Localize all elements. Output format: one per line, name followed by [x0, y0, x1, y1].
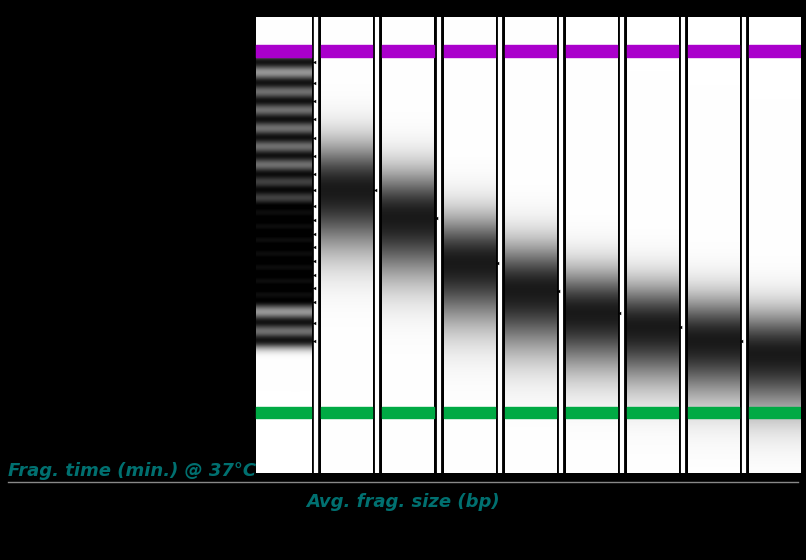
Text: Avg. frag. size (bp): Avg. frag. size (bp): [306, 493, 500, 511]
Text: Frag. time (min.) @ 37°C: Frag. time (min.) @ 37°C: [8, 462, 256, 480]
